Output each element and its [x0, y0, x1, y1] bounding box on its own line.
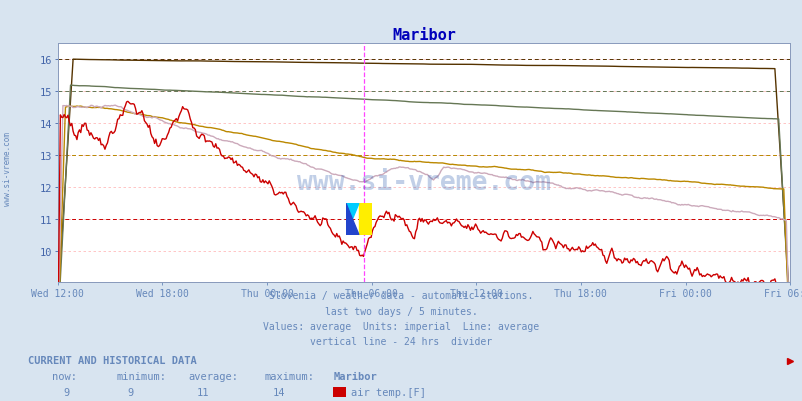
Text: vertical line - 24 hrs  divider: vertical line - 24 hrs divider: [310, 336, 492, 346]
Title: Maribor: Maribor: [391, 28, 456, 43]
Polygon shape: [358, 204, 371, 235]
Text: www.si-vreme.com: www.si-vreme.com: [297, 170, 550, 195]
Text: CURRENT AND HISTORICAL DATA: CURRENT AND HISTORICAL DATA: [28, 355, 196, 365]
Polygon shape: [346, 204, 358, 235]
Polygon shape: [346, 204, 358, 235]
Text: minimum:: minimum:: [116, 371, 166, 381]
Text: 9: 9: [128, 387, 134, 397]
Text: 9: 9: [63, 387, 70, 397]
Text: Values: average  Units: imperial  Line: average: Values: average Units: imperial Line: av…: [263, 321, 539, 331]
Text: 11: 11: [196, 387, 209, 397]
Text: air temp.[F]: air temp.[F]: [350, 387, 425, 397]
Text: www.si-vreme.com: www.si-vreme.com: [2, 132, 12, 205]
Text: 14: 14: [273, 387, 286, 397]
Text: Maribor: Maribor: [333, 371, 376, 381]
Text: now:: now:: [52, 371, 77, 381]
Text: last two days / 5 minutes.: last two days / 5 minutes.: [325, 306, 477, 316]
Text: Slovenia / weather data - automatic stations.: Slovenia / weather data - automatic stat…: [269, 291, 533, 301]
Text: average:: average:: [188, 371, 238, 381]
Text: maximum:: maximum:: [265, 371, 314, 381]
